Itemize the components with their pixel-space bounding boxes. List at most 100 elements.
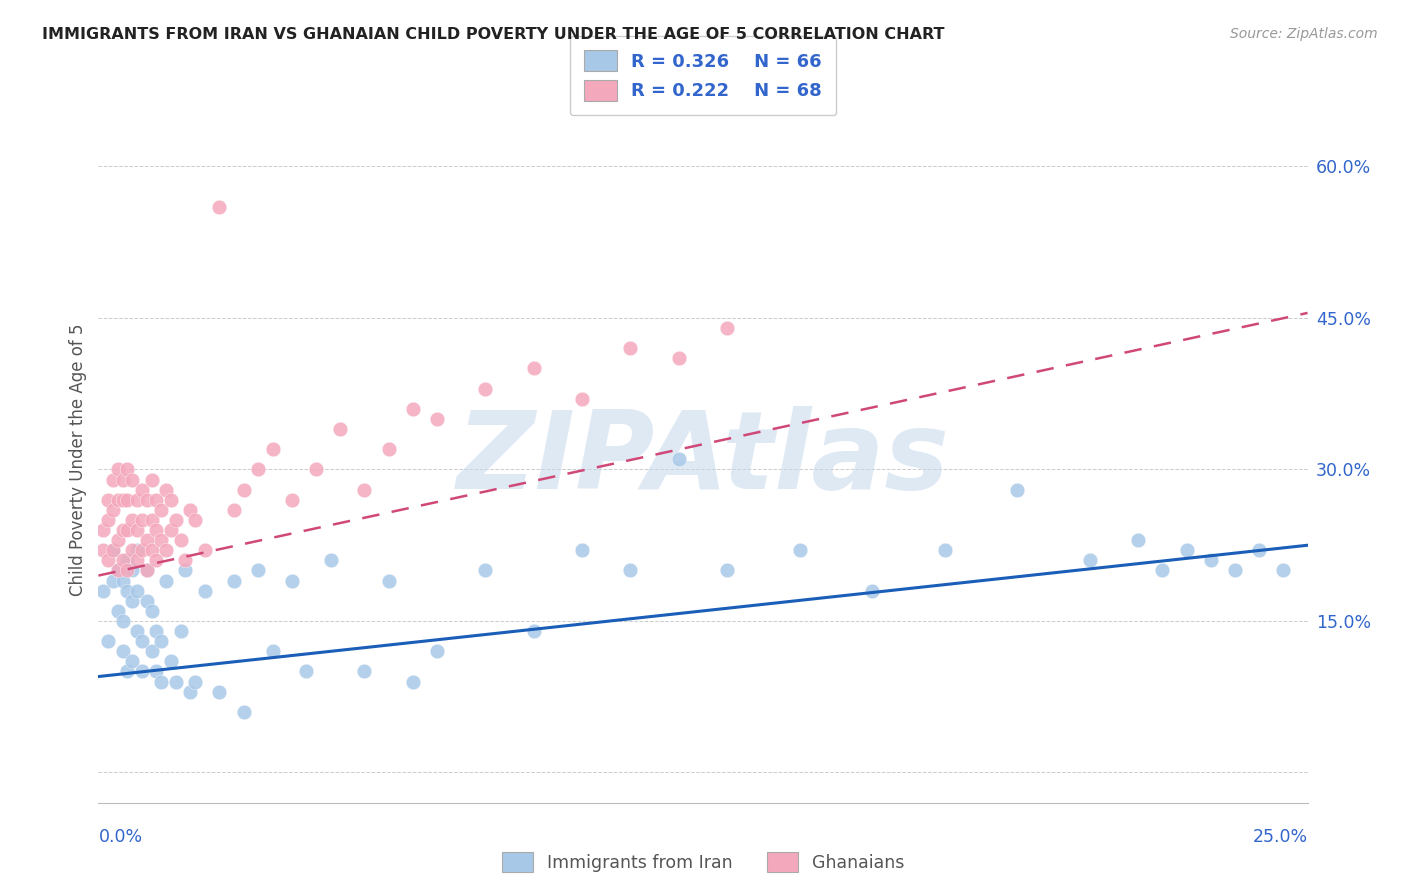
Point	[1152, 564, 1174, 578]
Point	[377, 442, 399, 457]
Point	[295, 665, 318, 679]
Point	[107, 564, 129, 578]
Point	[97, 553, 120, 567]
Point	[91, 523, 114, 537]
Point	[131, 634, 153, 648]
Point	[101, 574, 124, 588]
Point	[571, 392, 593, 406]
Point	[127, 583, 149, 598]
Point	[165, 513, 187, 527]
Point	[474, 564, 496, 578]
Point	[111, 644, 134, 658]
Point	[247, 564, 270, 578]
Point	[305, 462, 328, 476]
Point	[523, 624, 546, 639]
Point	[353, 665, 375, 679]
Point	[668, 452, 690, 467]
Point	[426, 644, 449, 658]
Point	[131, 543, 153, 558]
Point	[353, 483, 375, 497]
Point	[262, 442, 284, 457]
Point	[127, 624, 149, 639]
Legend: R = 0.326    N = 66, R = 0.222    N = 68: R = 0.326 N = 66, R = 0.222 N = 68	[569, 36, 837, 115]
Point	[184, 674, 207, 689]
Point	[169, 624, 191, 639]
Point	[402, 401, 425, 416]
Point	[117, 665, 139, 679]
Point	[107, 462, 129, 476]
Point	[101, 543, 124, 558]
Point	[145, 523, 167, 537]
Point	[222, 574, 245, 588]
Point	[107, 604, 129, 618]
Point	[127, 543, 149, 558]
Point	[121, 594, 143, 608]
Point	[117, 462, 139, 476]
Point	[194, 583, 217, 598]
Point	[141, 513, 163, 527]
Text: IMMIGRANTS FROM IRAN VS GHANAIAN CHILD POVERTY UNDER THE AGE OF 5 CORRELATION CH: IMMIGRANTS FROM IRAN VS GHANAIAN CHILD P…	[42, 27, 945, 42]
Point	[145, 665, 167, 679]
Point	[145, 492, 167, 507]
Point	[1175, 543, 1198, 558]
Point	[97, 634, 120, 648]
Point	[141, 604, 163, 618]
Point	[111, 492, 134, 507]
Text: Source: ZipAtlas.com: Source: ZipAtlas.com	[1230, 27, 1378, 41]
Point	[107, 564, 129, 578]
Point	[135, 533, 157, 548]
Point	[107, 533, 129, 548]
Point	[101, 503, 124, 517]
Point	[111, 574, 134, 588]
Point	[117, 523, 139, 537]
Point	[377, 574, 399, 588]
Point	[117, 553, 139, 567]
Point	[111, 553, 134, 567]
Point	[155, 483, 177, 497]
Point	[169, 533, 191, 548]
Point	[1078, 553, 1101, 567]
Point	[1223, 564, 1246, 578]
Point	[150, 503, 173, 517]
Point	[145, 553, 167, 567]
Point	[165, 674, 187, 689]
Point	[150, 634, 173, 648]
Point	[121, 654, 143, 668]
Point	[135, 492, 157, 507]
Point	[179, 503, 201, 517]
Point	[127, 553, 149, 567]
Point	[184, 513, 207, 527]
Text: 0.0%: 0.0%	[98, 828, 142, 846]
Point	[135, 564, 157, 578]
Point	[101, 473, 124, 487]
Point	[97, 492, 120, 507]
Point	[131, 483, 153, 497]
Point	[262, 644, 284, 658]
Point	[135, 564, 157, 578]
Point	[150, 533, 173, 548]
Point	[131, 665, 153, 679]
Point	[402, 674, 425, 689]
Point	[135, 594, 157, 608]
Point	[319, 553, 342, 567]
Text: ZIPAtlas: ZIPAtlas	[457, 407, 949, 512]
Point	[329, 422, 352, 436]
Point	[141, 543, 163, 558]
Point	[117, 492, 139, 507]
Point	[91, 543, 114, 558]
Point	[1128, 533, 1150, 548]
Point	[101, 543, 124, 558]
Point	[155, 543, 177, 558]
Point	[194, 543, 217, 558]
Point	[111, 523, 134, 537]
Point	[127, 523, 149, 537]
Point	[208, 684, 231, 698]
Text: 25.0%: 25.0%	[1253, 828, 1308, 846]
Point	[174, 564, 197, 578]
Point	[155, 574, 177, 588]
Point	[111, 614, 134, 628]
Point	[111, 473, 134, 487]
Point	[97, 513, 120, 527]
Point	[426, 412, 449, 426]
Y-axis label: Child Poverty Under the Age of 5: Child Poverty Under the Age of 5	[69, 323, 87, 596]
